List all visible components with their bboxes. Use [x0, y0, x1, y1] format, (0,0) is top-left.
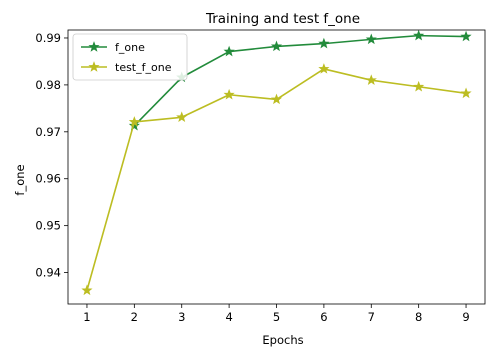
legend-box: [72, 33, 188, 81]
series-2-point: [81, 284, 93, 296]
series-1-point: [365, 33, 377, 45]
x-tick-label: 6: [320, 310, 327, 324]
y-tick-label: 0.97: [35, 125, 61, 139]
series-2-point: [176, 111, 188, 123]
series-1-point: [128, 119, 140, 131]
legend-label-2: test_f_one: [115, 61, 172, 74]
legend-marker-1: [88, 41, 100, 52]
series-2-point: [223, 88, 235, 100]
x-tick-label: 5: [273, 310, 280, 324]
series-line-1: [133, 34, 467, 127]
series-2-point: [460, 87, 472, 99]
x-tick-label: 3: [178, 310, 185, 324]
y-axis-label: f_one: [13, 164, 27, 195]
legend-label-1: f_one: [115, 41, 145, 54]
legend-marker-2: [88, 61, 100, 72]
axes-frame: [67, 29, 486, 305]
series-1-point: [318, 37, 330, 49]
x-tick-label: 7: [368, 310, 375, 324]
series-2-point: [128, 116, 140, 127]
x-tick-label: 8: [415, 310, 422, 324]
plot-area: 1 2 3 4 5 6 7 8 9 0.94 0.95 0.96 0.97 0.98 0.99: [35, 29, 486, 324]
chart-title: Training and test f_one: [205, 11, 360, 27]
y-tick-label: 0.95: [35, 219, 61, 233]
x-tick-label: 4: [225, 310, 232, 324]
series-2-point: [270, 93, 283, 105]
series-1-point: [460, 30, 472, 42]
y-tick-label: 0.99: [35, 31, 61, 45]
series-2-point: [318, 63, 330, 74]
x-tick-label: 1: [83, 310, 90, 324]
x-tick-label: 9: [462, 310, 469, 324]
y-tick-label: 0.96: [35, 172, 61, 186]
y-tick-label: 0.98: [35, 78, 61, 92]
series-2-point: [365, 74, 377, 85]
y-tick-label: 0.94: [35, 266, 61, 280]
x-tick-label: 2: [131, 310, 138, 324]
series-2-point: [413, 80, 425, 92]
series-1-point: [223, 45, 235, 57]
legend: f_one test_f_one: [72, 33, 188, 81]
series-1-point: [413, 29, 425, 41]
x-axis-label: Epochs: [262, 333, 303, 347]
series-1-point: [270, 40, 283, 52]
